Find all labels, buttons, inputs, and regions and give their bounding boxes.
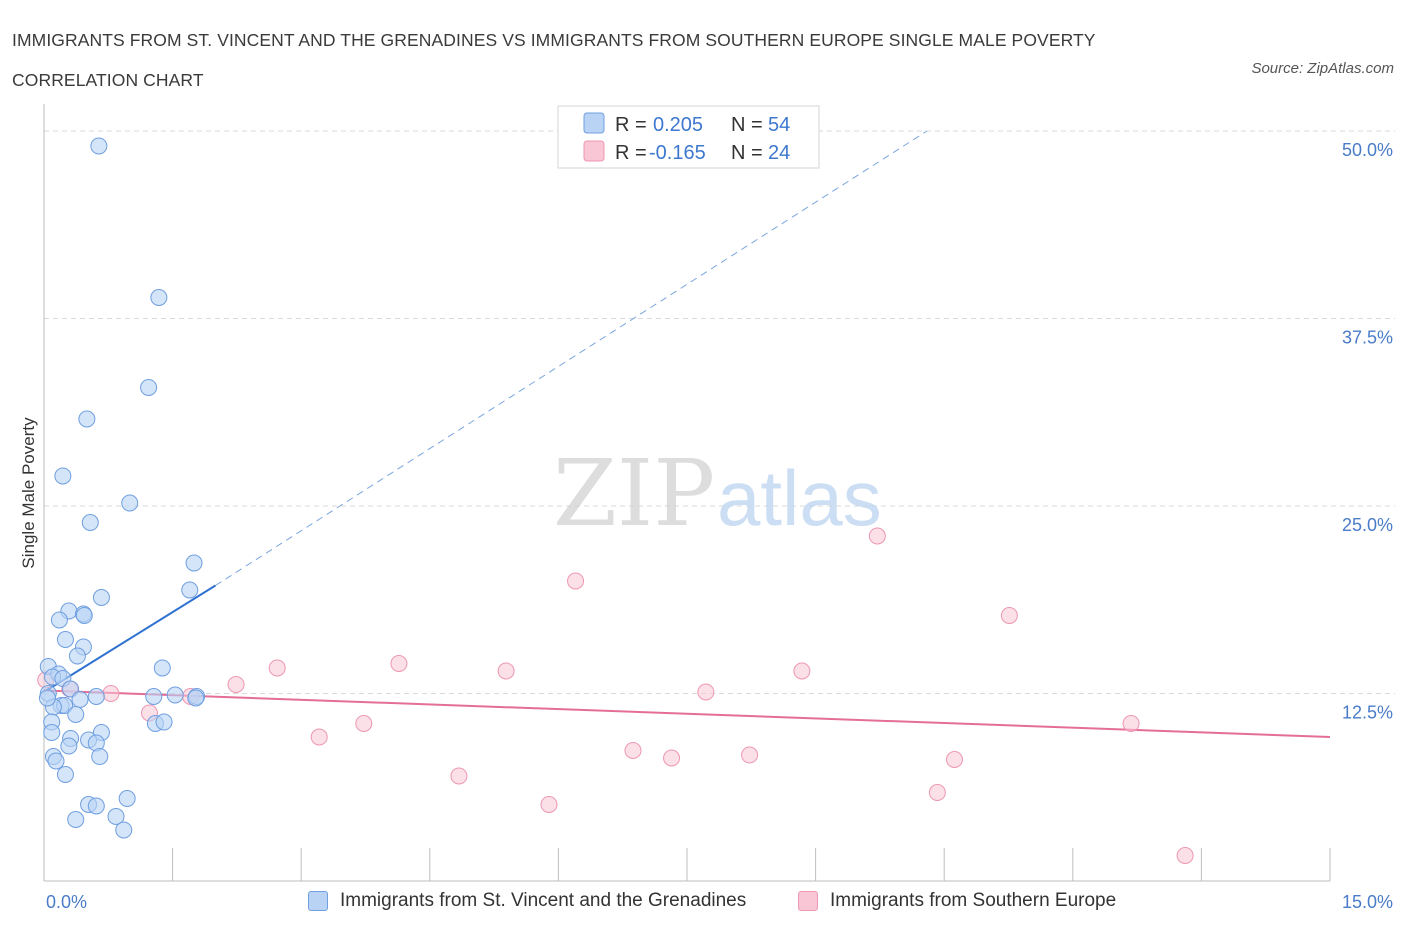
blue-data-point	[153, 659, 171, 677]
source-label: Source: ZipAtlas.com	[1251, 60, 1394, 77]
pink-data-point	[1176, 847, 1194, 864]
pink-data-point	[102, 685, 120, 702]
pink-data-point	[310, 728, 328, 746]
pink-data-point	[390, 655, 408, 672]
pink-trend-line	[43, 689, 1331, 738]
pink-data-point	[868, 527, 886, 545]
blue-data-point	[107, 808, 125, 825]
blue-data-point	[118, 790, 136, 807]
blue-data-point	[90, 137, 108, 155]
pink-data-point	[928, 784, 946, 801]
pink-data-point	[450, 767, 468, 785]
bottom-legend-swatch-pink	[798, 891, 818, 911]
blue-data-point	[140, 379, 158, 396]
pink-data-point	[540, 796, 558, 813]
y-tick-label: 37.5%	[1342, 328, 1393, 348]
blue-data-point	[92, 589, 110, 606]
blue-data-point	[87, 688, 105, 705]
pink-data-point	[624, 742, 642, 759]
blue-data-point	[56, 766, 74, 783]
grid-layer	[44, 130, 1395, 694]
blue-data-point	[67, 811, 85, 828]
blue-data-point	[67, 706, 85, 723]
axis-layer: 12.5% 25.0% 37.5% 50.0% 0.0% 15.0%	[43, 104, 1393, 912]
pink-data-point	[741, 746, 759, 764]
blue-data-point	[181, 581, 199, 599]
watermark-zip: ZIP	[553, 440, 715, 547]
pink-data-point	[567, 572, 585, 590]
blue-data-point	[121, 494, 139, 512]
y-tick-label: 25.0%	[1342, 515, 1393, 535]
x-tick-label-max: 15.0%	[1342, 892, 1393, 912]
blue-trend-extension	[215, 130, 928, 586]
watermark-atlas: atlas	[717, 454, 882, 542]
pink-data-point	[793, 662, 811, 680]
legend-n-label-2: N =	[731, 142, 763, 164]
blue-data-point	[87, 797, 105, 815]
blue-data-point	[68, 647, 86, 665]
blue-data-point	[78, 410, 96, 428]
bottom-legend-item-blue: Immigrants from St. Vincent and the Gren…	[308, 890, 746, 912]
watermark: ZIP atlas	[553, 440, 882, 547]
blue-data-point	[38, 689, 56, 707]
pink-data-point	[227, 676, 245, 693]
legend-r-label-1: R =	[615, 114, 647, 136]
blue-data-point	[47, 752, 65, 770]
pink-data-point	[697, 683, 715, 701]
y-tick-label: 50.0%	[1342, 140, 1393, 160]
bottom-legend-label-blue: Immigrants from St. Vincent and the Gren…	[340, 890, 747, 911]
y-tick-label: 12.5%	[1342, 703, 1393, 723]
legend-n-label-1: N =	[731, 114, 763, 136]
chart-title: IMMIGRANTS FROM ST. VINCENT AND THE GREN…	[12, 30, 1096, 90]
bottom-legend-item-pink: Immigrants from Southern Europe	[798, 890, 1116, 912]
blue-data-point	[81, 514, 99, 531]
point-layer	[37, 137, 1194, 864]
legend: R = 0.205 N = 54 R = -0.165 N = 24	[557, 105, 820, 169]
bottom-legend-swatch-blue	[308, 891, 328, 911]
pink-data-point	[355, 715, 373, 732]
blue-data-point	[187, 689, 205, 707]
blue-data-point	[185, 554, 203, 572]
pink-data-point	[663, 749, 681, 767]
trend-layer	[43, 130, 1331, 738]
legend-r-value-2: -0.165	[649, 142, 706, 164]
legend-swatch-blue	[583, 112, 605, 134]
blue-data-point	[71, 691, 89, 708]
blue-data-point	[50, 611, 68, 629]
blue-data-point	[75, 607, 93, 624]
pink-data-point	[1122, 715, 1140, 732]
blue-data-point	[54, 467, 72, 485]
bottom-legend: Immigrants from St. Vincent and the Gren…	[0, 886, 1406, 920]
blue-data-point	[145, 688, 163, 705]
blue-data-point	[115, 821, 133, 839]
blue-data-point	[56, 631, 74, 648]
legend-swatch-pink	[583, 140, 605, 162]
blue-trend-line	[43, 584, 216, 693]
legend-n-value-1: 54	[768, 114, 790, 136]
legend-r-value-1: 0.205	[653, 114, 703, 136]
x-tick-label-min: 0.0%	[46, 892, 87, 912]
legend-n-value-2: 24	[768, 142, 790, 164]
blue-data-point	[155, 713, 173, 731]
pink-data-point	[1000, 607, 1018, 624]
blue-data-point	[91, 748, 109, 765]
blue-data-point	[43, 724, 61, 741]
pink-data-point	[945, 751, 963, 768]
blue-data-point	[60, 737, 78, 755]
blue-data-point	[150, 289, 168, 306]
pink-data-point	[268, 659, 286, 677]
y-axis-title: Single Male Poverty	[19, 417, 38, 569]
blue-data-point	[166, 686, 184, 704]
pink-data-point	[497, 662, 515, 680]
legend-r-label-2: R =	[615, 142, 647, 164]
bottom-legend-label-pink: Immigrants from Southern Europe	[830, 890, 1117, 911]
